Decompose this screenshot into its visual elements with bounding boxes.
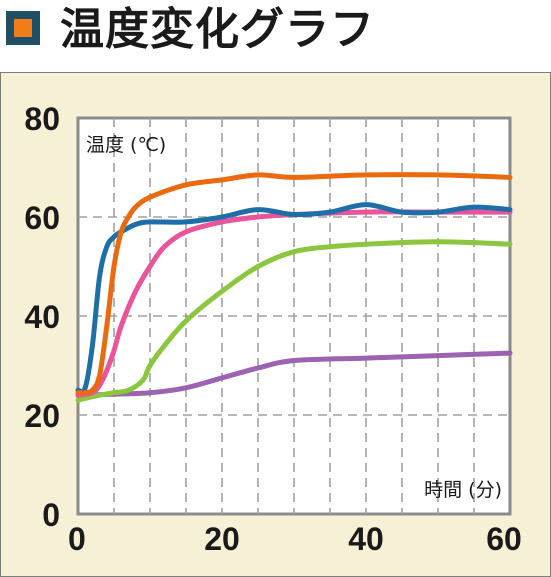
orange-square-icon (6, 11, 40, 45)
x-axis-label: 時間 (分) (424, 479, 502, 501)
y-axis-label: 温度 (℃) (86, 134, 166, 156)
series-lines (75, 172, 513, 403)
tick-labels: 0 20 40 60 80 0 20 40 60 (24, 101, 521, 557)
y-tick-label: 20 (24, 398, 60, 434)
x-tick-label: 20 (204, 521, 240, 557)
x-tick-label: 60 (486, 521, 522, 557)
series-line-2 (75, 172, 513, 396)
series-line-1 (75, 202, 513, 395)
series-line-3 (75, 209, 513, 398)
x-tick-label: 40 (348, 521, 384, 557)
y-tick-label: 80 (24, 101, 60, 137)
x-tick-label: 0 (68, 521, 86, 557)
y-tick-label: 0 (42, 497, 60, 533)
series-line-4 (75, 239, 513, 403)
y-tick-label: 40 (24, 299, 60, 335)
page-title: 温度変化グラフ (60, 4, 375, 55)
series-line-5 (75, 350, 513, 398)
orange-square-icon-inner (14, 19, 32, 37)
header: 温度変化グラフ (0, 0, 551, 62)
y-tick-label: 60 (24, 200, 60, 236)
